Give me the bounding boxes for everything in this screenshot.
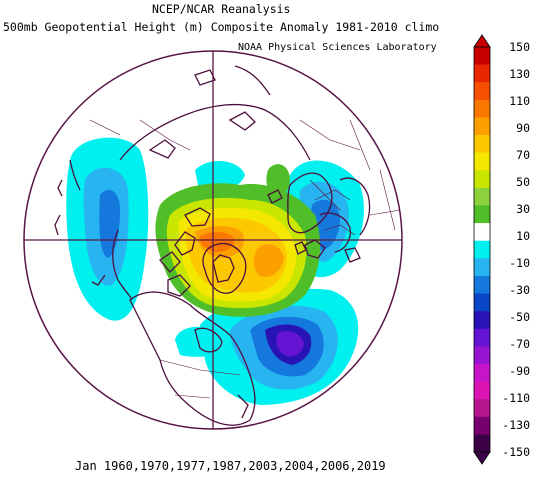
map-boundary [23,50,403,430]
credit-label: NOAA Physical Sciences Laboratory [238,42,437,53]
colorbar-swatch [474,328,490,347]
colorbar-tick-label: -90 [509,364,530,378]
colorbar-swatch [474,434,490,453]
colorbar-top-arrow [473,34,491,48]
colorbar-tick-label: 30 [516,202,530,216]
colorbar-tick-label: -110 [502,391,530,405]
colorbar-swatch [474,381,490,400]
title-line-2: 500mb Geopotential Height (m) Composite … [3,20,440,34]
colorbar-swatch [474,293,490,312]
colorbar-tick-label: -50 [509,310,530,324]
colorbar-swatch [474,64,490,83]
colorbar-swatch [474,82,490,101]
colorbar-tick-label: -130 [502,418,530,432]
colorbar-tick-label: 110 [509,94,530,108]
footer-dates: Jan 1960,1970,1977,1987,2003,2004,2006,2… [75,459,386,473]
colorbar-swatch [474,170,490,189]
borders [89,89,401,399]
colorbar-swatch [474,311,490,330]
colorbar-swatch [474,117,490,136]
colorbar-swatch [474,240,490,259]
colorbar-tick-label: 130 [509,67,530,81]
colorbar-tick-label: -30 [509,283,530,297]
colorbar-swatch [474,47,490,65]
title-line-1: NCEP/NCAR Reanalysis [152,2,291,16]
colorbar-tick-label: -10 [509,256,530,270]
colorbar-swatch [474,275,490,294]
colorbar-tick-label: -70 [509,337,530,351]
colorbar-swatch [474,205,490,224]
colorbar-swatch [474,135,490,153]
colorbar-swatch [474,258,490,277]
colorbar-tick-label: 50 [516,175,530,189]
colorbar-swatch [474,346,490,365]
colorbar-tick-label: 70 [516,148,530,162]
colorbar-swatch [474,363,490,382]
colorbar-swatch [474,99,490,118]
colorbar-tick-label: 90 [516,121,530,135]
colorbar-tick-label: 150 [509,40,530,54]
colorbar-tick-label: -150 [502,445,530,459]
colorbar-swatch [474,223,490,241]
colorbar-swatch [474,187,490,206]
colorbar-swatch [474,152,490,171]
coastlines [54,65,371,426]
colorbar-tick-label: 10 [516,229,530,243]
colorbar-bottom-arrow [473,451,491,465]
colorbar-swatch [474,399,490,418]
colorbar-swatch [474,416,490,435]
